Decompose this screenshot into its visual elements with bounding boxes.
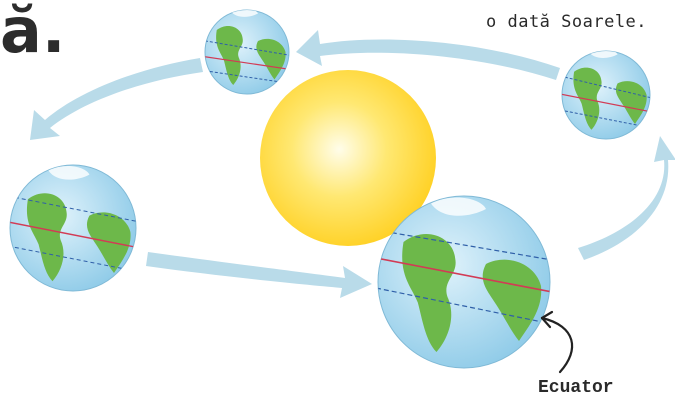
caption-text: o dată Soarele. bbox=[486, 12, 648, 32]
earth-globe-icon bbox=[377, 195, 551, 369]
pointer-arrow-icon bbox=[540, 310, 574, 374]
earth-globe-icon bbox=[9, 164, 137, 292]
earth-globe-icon bbox=[561, 50, 651, 140]
title-fragment: ă. bbox=[0, 0, 66, 67]
equator-label: Ecuator bbox=[538, 378, 614, 398]
sun-icon bbox=[260, 70, 436, 246]
orbit-arrow-icon bbox=[30, 30, 675, 298]
earth-globe-icon bbox=[204, 9, 290, 95]
